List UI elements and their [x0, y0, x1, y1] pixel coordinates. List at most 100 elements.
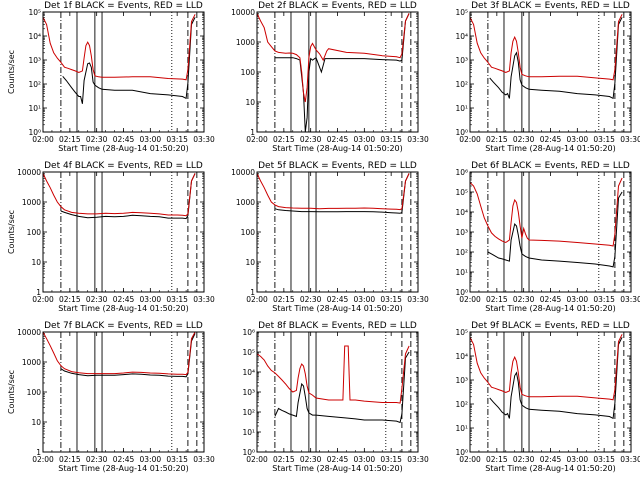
data-lines	[470, 14, 623, 100]
y-tick-label: 10⁶	[455, 168, 468, 177]
series-events-line	[489, 17, 623, 100]
x-tick-label: 03:00	[567, 455, 589, 464]
y-tick-label: 10⁵	[28, 8, 41, 17]
x-tick-label: 02:30	[300, 455, 322, 464]
series-lld-line	[257, 13, 410, 103]
y-tick-label: 10⁵	[455, 328, 468, 337]
x-tick-label: 02:45	[113, 455, 135, 464]
y-tick-label: 10⁴	[242, 368, 255, 377]
panel-title: Det 4f BLACK = Events, RED = LLD	[44, 161, 203, 171]
plot-frame	[256, 331, 419, 453]
panel-det-2f: Det 2f BLACK = Events, RED = LLD 1 10 100 10…	[231, 1, 429, 153]
y-tick-label: 100	[241, 228, 256, 237]
x-tick-label: 02:00	[246, 295, 268, 304]
x-tick-label: 03:30	[193, 135, 215, 144]
x-tick-label: 02:30	[86, 295, 108, 304]
y-tick-label: 10⁴	[455, 352, 468, 361]
x-tick-label: 02:45	[113, 135, 135, 144]
y-tick-label: 10	[31, 258, 41, 267]
x-tick-label: 02:15	[486, 455, 508, 464]
data-lines	[43, 14, 196, 104]
y-tick-label: 10³	[455, 376, 468, 385]
x-tick-label: 02:45	[540, 135, 562, 144]
x-tick-label: 03:00	[567, 135, 589, 144]
x-tick-label: 02:30	[86, 455, 108, 464]
y-tick-label: 1	[36, 288, 41, 297]
x-tick-label: 03:30	[620, 455, 640, 464]
y-tick-label: 10	[245, 98, 255, 107]
x-tick-label: 02:15	[273, 455, 295, 464]
x-tick-label: 02:15	[273, 295, 295, 304]
x-axis-label: Start Time (28-Aug-14 01:50:20)	[485, 144, 616, 153]
y-tick-label: 10	[31, 418, 41, 427]
x-tick-label: 03:00	[140, 455, 162, 464]
series-lld-line	[257, 345, 410, 404]
x-tick-label: 02:15	[486, 295, 508, 304]
x-tick-label: 03:30	[620, 295, 640, 304]
x-tick-label: 03:30	[407, 455, 429, 464]
plot-frame	[42, 11, 205, 133]
x-tick-label: 02:45	[327, 135, 349, 144]
series-events-line	[487, 191, 623, 268]
x-tick-label: 02:00	[459, 135, 481, 144]
series-lld-line	[43, 14, 196, 81]
x-tick-label: 02:45	[327, 455, 349, 464]
x-tick-label: 02:15	[273, 135, 295, 144]
y-axis-label: Counts/sec	[7, 50, 16, 94]
x-tick-label: 02:00	[246, 135, 268, 144]
y-tick-label: 10⁶	[242, 328, 255, 337]
y-tick-label: 10000	[231, 8, 255, 17]
y-tick-label: 10¹	[455, 104, 468, 113]
plot-frame	[469, 171, 632, 293]
x-axis-label: Start Time (28-Aug-14 01:50:20)	[272, 144, 403, 153]
y-tick-label: 1000	[236, 38, 255, 47]
y-tick-label: 10²	[455, 248, 468, 257]
x-tick-label: 03:15	[593, 295, 615, 304]
data-lines	[257, 345, 410, 424]
data-lines	[470, 334, 623, 420]
x-tick-label: 03:00	[567, 295, 589, 304]
x-tick-label: 03:15	[593, 135, 615, 144]
y-tick-label: 10000	[17, 328, 41, 337]
x-tick-label: 02:45	[113, 295, 135, 304]
x-tick-label: 02:15	[59, 295, 81, 304]
panel-title: Det 1f BLACK = Events, RED = LLD	[44, 1, 203, 11]
y-axis-label: Counts/sec	[7, 370, 16, 414]
x-tick-label: 02:30	[86, 135, 108, 144]
plot-frame	[256, 11, 419, 133]
x-tick-label: 02:00	[246, 455, 268, 464]
y-tick-label: 100	[27, 388, 42, 397]
x-tick-label: 02:00	[32, 455, 54, 464]
x-tick-label: 02:45	[540, 295, 562, 304]
plot-frame	[469, 11, 632, 133]
plot-frame	[42, 171, 205, 293]
y-axis-label: Counts/sec	[7, 210, 16, 254]
y-tick-label: 10²	[28, 80, 41, 89]
series-lld-line	[470, 334, 623, 401]
y-tick-label: 10¹	[455, 268, 468, 277]
y-tick-label: 10⁵	[242, 348, 255, 357]
y-tick-label: 10²	[242, 408, 255, 417]
x-tick-label: 02:45	[327, 295, 349, 304]
x-tick-label: 02:00	[459, 455, 481, 464]
y-tick-label: 10³	[455, 228, 468, 237]
y-tick-label: 10⁴	[455, 208, 468, 217]
x-axis-label: Start Time (28-Aug-14 01:50:20)	[485, 464, 616, 473]
series-lld-line	[470, 177, 623, 247]
x-tick-label: 03:00	[140, 295, 162, 304]
y-tick-label: 100	[241, 68, 256, 77]
y-tick-label: 10²	[455, 80, 468, 89]
y-tick-label: 1	[36, 448, 41, 457]
x-tick-label: 03:15	[166, 455, 188, 464]
data-lines	[43, 332, 196, 378]
x-tick-label: 03:30	[407, 135, 429, 144]
x-tick-label: 03:30	[193, 295, 215, 304]
x-tick-label: 02:30	[300, 295, 322, 304]
x-tick-label: 02:30	[513, 295, 535, 304]
x-tick-label: 03:00	[140, 135, 162, 144]
series-events-line	[60, 173, 196, 220]
panel-title: Det 6f BLACK = Events, RED = LLD	[471, 161, 630, 171]
series-events-line	[274, 13, 410, 132]
series-events-line	[274, 351, 410, 424]
x-tick-label: 02:30	[513, 455, 535, 464]
